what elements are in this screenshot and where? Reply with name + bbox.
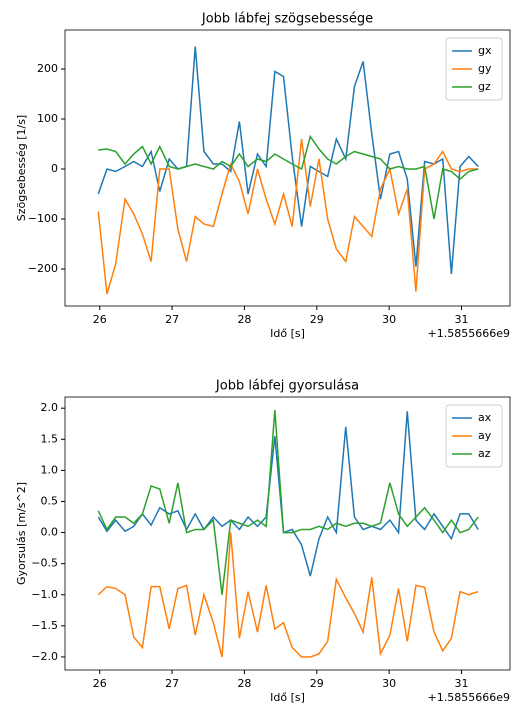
x-tick-label: 28 bbox=[237, 313, 251, 326]
y-tick-label: 0.5 bbox=[41, 494, 59, 507]
plot-frame bbox=[64, 29, 511, 307]
x-tick-label: 31 bbox=[455, 677, 469, 690]
x-tick-label: 29 bbox=[310, 677, 324, 690]
x-tick-label: 27 bbox=[165, 677, 179, 690]
series-line bbox=[97, 411, 479, 577]
legend-label: az bbox=[478, 447, 491, 460]
y-tick-label: −1.5 bbox=[31, 619, 58, 632]
y-tick-label: 1.5 bbox=[41, 432, 59, 445]
y-tick-label: 200 bbox=[37, 62, 58, 75]
x-tick-label: 30 bbox=[382, 677, 396, 690]
series-line bbox=[97, 46, 479, 275]
x-tick-label: 31 bbox=[455, 313, 469, 326]
y-tick-label: −100 bbox=[28, 212, 58, 225]
legend-label: gz bbox=[478, 80, 491, 93]
y-tick-label: −1.0 bbox=[31, 588, 58, 601]
y-axis-label: Gyorsulás [m/s^2] bbox=[15, 482, 28, 585]
legend-label: gx bbox=[478, 44, 492, 57]
x-offset-label: +1.5855666e9 bbox=[428, 691, 510, 704]
x-tick-label: 26 bbox=[93, 313, 107, 326]
plot-frame bbox=[64, 396, 511, 671]
x-tick-label: 28 bbox=[237, 677, 251, 690]
y-tick-label: −200 bbox=[28, 262, 58, 275]
chart-title: Jobb lábfej szögsebessége bbox=[201, 12, 373, 27]
series-line bbox=[97, 410, 479, 595]
legend-box bbox=[445, 404, 503, 468]
x-tick-label: 30 bbox=[382, 313, 396, 326]
legend-label: ax bbox=[478, 411, 492, 424]
legend-label: ay bbox=[478, 429, 492, 442]
legend-label: gy bbox=[478, 62, 492, 75]
y-tick-label: 100 bbox=[37, 112, 58, 125]
series-line bbox=[97, 138, 479, 295]
chart-title: Jobb lábfej gyorsulása bbox=[215, 379, 359, 394]
y-axis-label: Szögsebesség [1/s] bbox=[15, 115, 28, 221]
series-line bbox=[97, 532, 479, 658]
legend-box bbox=[445, 37, 503, 101]
x-tick-label: 29 bbox=[310, 313, 324, 326]
y-tick-label: 1.0 bbox=[41, 463, 59, 476]
y-tick-label: −0.5 bbox=[31, 557, 58, 570]
y-tick-label: −2.0 bbox=[31, 650, 58, 663]
y-tick-label: 2.0 bbox=[41, 401, 59, 414]
x-tick-label: 27 bbox=[165, 313, 179, 326]
x-axis-label: Idő [s] bbox=[270, 691, 305, 704]
x-axis-label: Idő [s] bbox=[270, 327, 305, 340]
y-tick-label: 0.0 bbox=[41, 526, 59, 539]
series-line bbox=[98, 134, 479, 220]
x-offset-label: +1.5855666e9 bbox=[428, 327, 510, 340]
x-tick-label: 26 bbox=[93, 677, 107, 690]
y-tick-label: 0 bbox=[51, 162, 58, 175]
